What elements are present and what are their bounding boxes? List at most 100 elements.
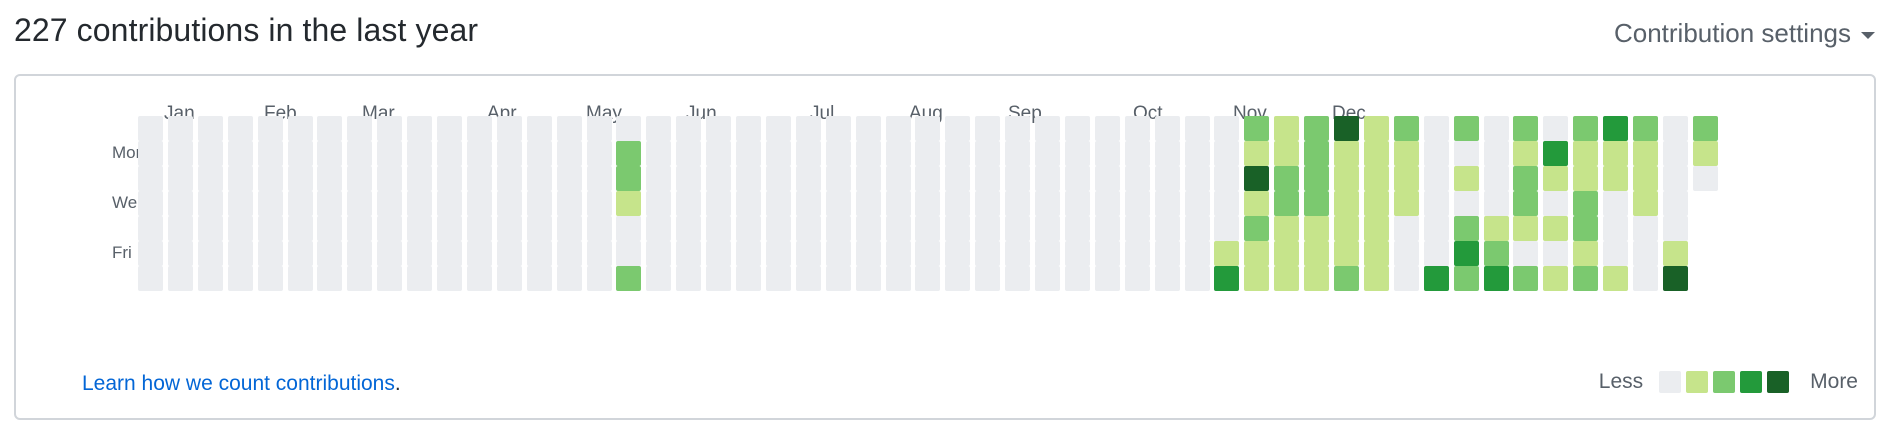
contribution-day-cell[interactable] [1573, 191, 1598, 216]
contribution-day-cell[interactable] [676, 241, 701, 266]
contribution-day-cell[interactable] [1543, 241, 1568, 266]
contribution-day-cell[interactable] [1155, 266, 1180, 291]
contribution-day-cell[interactable] [437, 241, 462, 266]
contribution-day-cell[interactable] [1274, 116, 1299, 141]
contribution-day-cell[interactable] [1454, 266, 1479, 291]
contribution-day-cell[interactable] [467, 166, 492, 191]
contribution-day-cell[interactable] [826, 141, 851, 166]
contribution-day-cell[interactable] [1603, 116, 1628, 141]
contribution-day-cell[interactable] [886, 216, 911, 241]
contribution-day-cell[interactable] [736, 216, 761, 241]
contribution-day-cell[interactable] [288, 266, 313, 291]
contribution-day-cell[interactable] [317, 116, 342, 141]
contribution-day-cell[interactable] [1304, 141, 1329, 166]
contribution-day-cell[interactable] [1244, 116, 1269, 141]
contribution-day-cell[interactable] [676, 266, 701, 291]
contribution-day-cell[interactable] [1513, 266, 1538, 291]
contribution-day-cell[interactable] [1244, 216, 1269, 241]
contribution-day-cell[interactable] [527, 241, 552, 266]
contribution-day-cell[interactable] [437, 191, 462, 216]
contribution-day-cell[interactable] [138, 141, 163, 166]
contribution-day-cell[interactable] [347, 241, 372, 266]
contribution-day-cell[interactable] [587, 141, 612, 166]
contribution-day-cell[interactable] [1364, 141, 1389, 166]
contribution-day-cell[interactable] [1543, 166, 1568, 191]
contribution-day-cell[interactable] [1214, 116, 1239, 141]
contribution-day-cell[interactable] [467, 216, 492, 241]
contribution-day-cell[interactable] [1454, 166, 1479, 191]
contribution-day-cell[interactable] [168, 241, 193, 266]
contribution-day-cell[interactable] [1035, 216, 1060, 241]
contribution-day-cell[interactable] [1125, 241, 1150, 266]
contribution-day-cell[interactable] [288, 166, 313, 191]
contribution-day-cell[interactable] [1633, 116, 1658, 141]
contribution-day-cell[interactable] [1095, 116, 1120, 141]
contribution-day-cell[interactable] [258, 216, 283, 241]
contribution-day-cell[interactable] [1125, 191, 1150, 216]
contribution-day-cell[interactable] [557, 191, 582, 216]
contribution-day-cell[interactable] [945, 116, 970, 141]
contribution-day-cell[interactable] [975, 141, 1000, 166]
contribution-day-cell[interactable] [228, 141, 253, 166]
contribution-day-cell[interactable] [1424, 241, 1449, 266]
contribution-day-cell[interactable] [975, 266, 1000, 291]
contribution-day-cell[interactable] [1454, 141, 1479, 166]
contribution-day-cell[interactable] [168, 266, 193, 291]
contribution-day-cell[interactable] [1364, 216, 1389, 241]
contribution-day-cell[interactable] [347, 141, 372, 166]
contribution-day-cell[interactable] [766, 241, 791, 266]
contribution-day-cell[interactable] [377, 116, 402, 141]
contribution-day-cell[interactable] [1185, 116, 1210, 141]
contribution-day-cell[interactable] [1244, 166, 1269, 191]
contribution-day-cell[interactable] [616, 141, 641, 166]
contribution-day-cell[interactable] [736, 116, 761, 141]
contribution-day-cell[interactable] [138, 166, 163, 191]
contribution-day-cell[interactable] [138, 241, 163, 266]
contribution-day-cell[interactable] [616, 166, 641, 191]
contribution-day-cell[interactable] [736, 266, 761, 291]
contribution-day-cell[interactable] [407, 216, 432, 241]
contribution-day-cell[interactable] [258, 241, 283, 266]
contribution-day-cell[interactable] [258, 116, 283, 141]
contribution-day-cell[interactable] [198, 216, 223, 241]
contribution-day-cell[interactable] [1065, 166, 1090, 191]
contribution-day-cell[interactable] [886, 166, 911, 191]
contribution-day-cell[interactable] [766, 141, 791, 166]
contribution-day-cell[interactable] [826, 266, 851, 291]
contribution-day-cell[interactable] [407, 141, 432, 166]
contribution-day-cell[interactable] [258, 141, 283, 166]
contribution-day-cell[interactable] [1364, 266, 1389, 291]
contribution-day-cell[interactable] [826, 191, 851, 216]
contribution-day-cell[interactable] [1543, 191, 1568, 216]
contribution-day-cell[interactable] [1125, 141, 1150, 166]
contribution-day-cell[interactable] [1035, 191, 1060, 216]
contribution-day-cell[interactable] [1095, 241, 1120, 266]
contribution-day-cell[interactable] [1304, 216, 1329, 241]
contribution-day-cell[interactable] [1214, 166, 1239, 191]
contribution-day-cell[interactable] [856, 116, 881, 141]
contribution-day-cell[interactable] [796, 116, 821, 141]
contribution-day-cell[interactable] [1125, 216, 1150, 241]
contribution-day-cell[interactable] [497, 216, 522, 241]
contribution-day-cell[interactable] [317, 166, 342, 191]
contribution-day-cell[interactable] [407, 241, 432, 266]
contribution-day-cell[interactable] [676, 166, 701, 191]
contribution-day-cell[interactable] [317, 216, 342, 241]
contribution-day-cell[interactable] [1513, 166, 1538, 191]
contribution-day-cell[interactable] [706, 166, 731, 191]
contribution-day-cell[interactable] [915, 266, 940, 291]
learn-how-we-count-link[interactable]: Learn how we count contributions. [82, 372, 401, 396]
contribution-day-cell[interactable] [1095, 266, 1120, 291]
contribution-day-cell[interactable] [1244, 266, 1269, 291]
contribution-day-cell[interactable] [706, 216, 731, 241]
contribution-day-cell[interactable] [1334, 191, 1359, 216]
contribution-day-cell[interactable] [1005, 216, 1030, 241]
contribution-day-cell[interactable] [1573, 216, 1598, 241]
contribution-day-cell[interactable] [1185, 141, 1210, 166]
contribution-day-cell[interactable] [497, 141, 522, 166]
contribution-day-cell[interactable] [766, 266, 791, 291]
contribution-day-cell[interactable] [407, 116, 432, 141]
contribution-day-cell[interactable] [676, 191, 701, 216]
contribution-day-cell[interactable] [437, 266, 462, 291]
contribution-day-cell[interactable] [168, 191, 193, 216]
